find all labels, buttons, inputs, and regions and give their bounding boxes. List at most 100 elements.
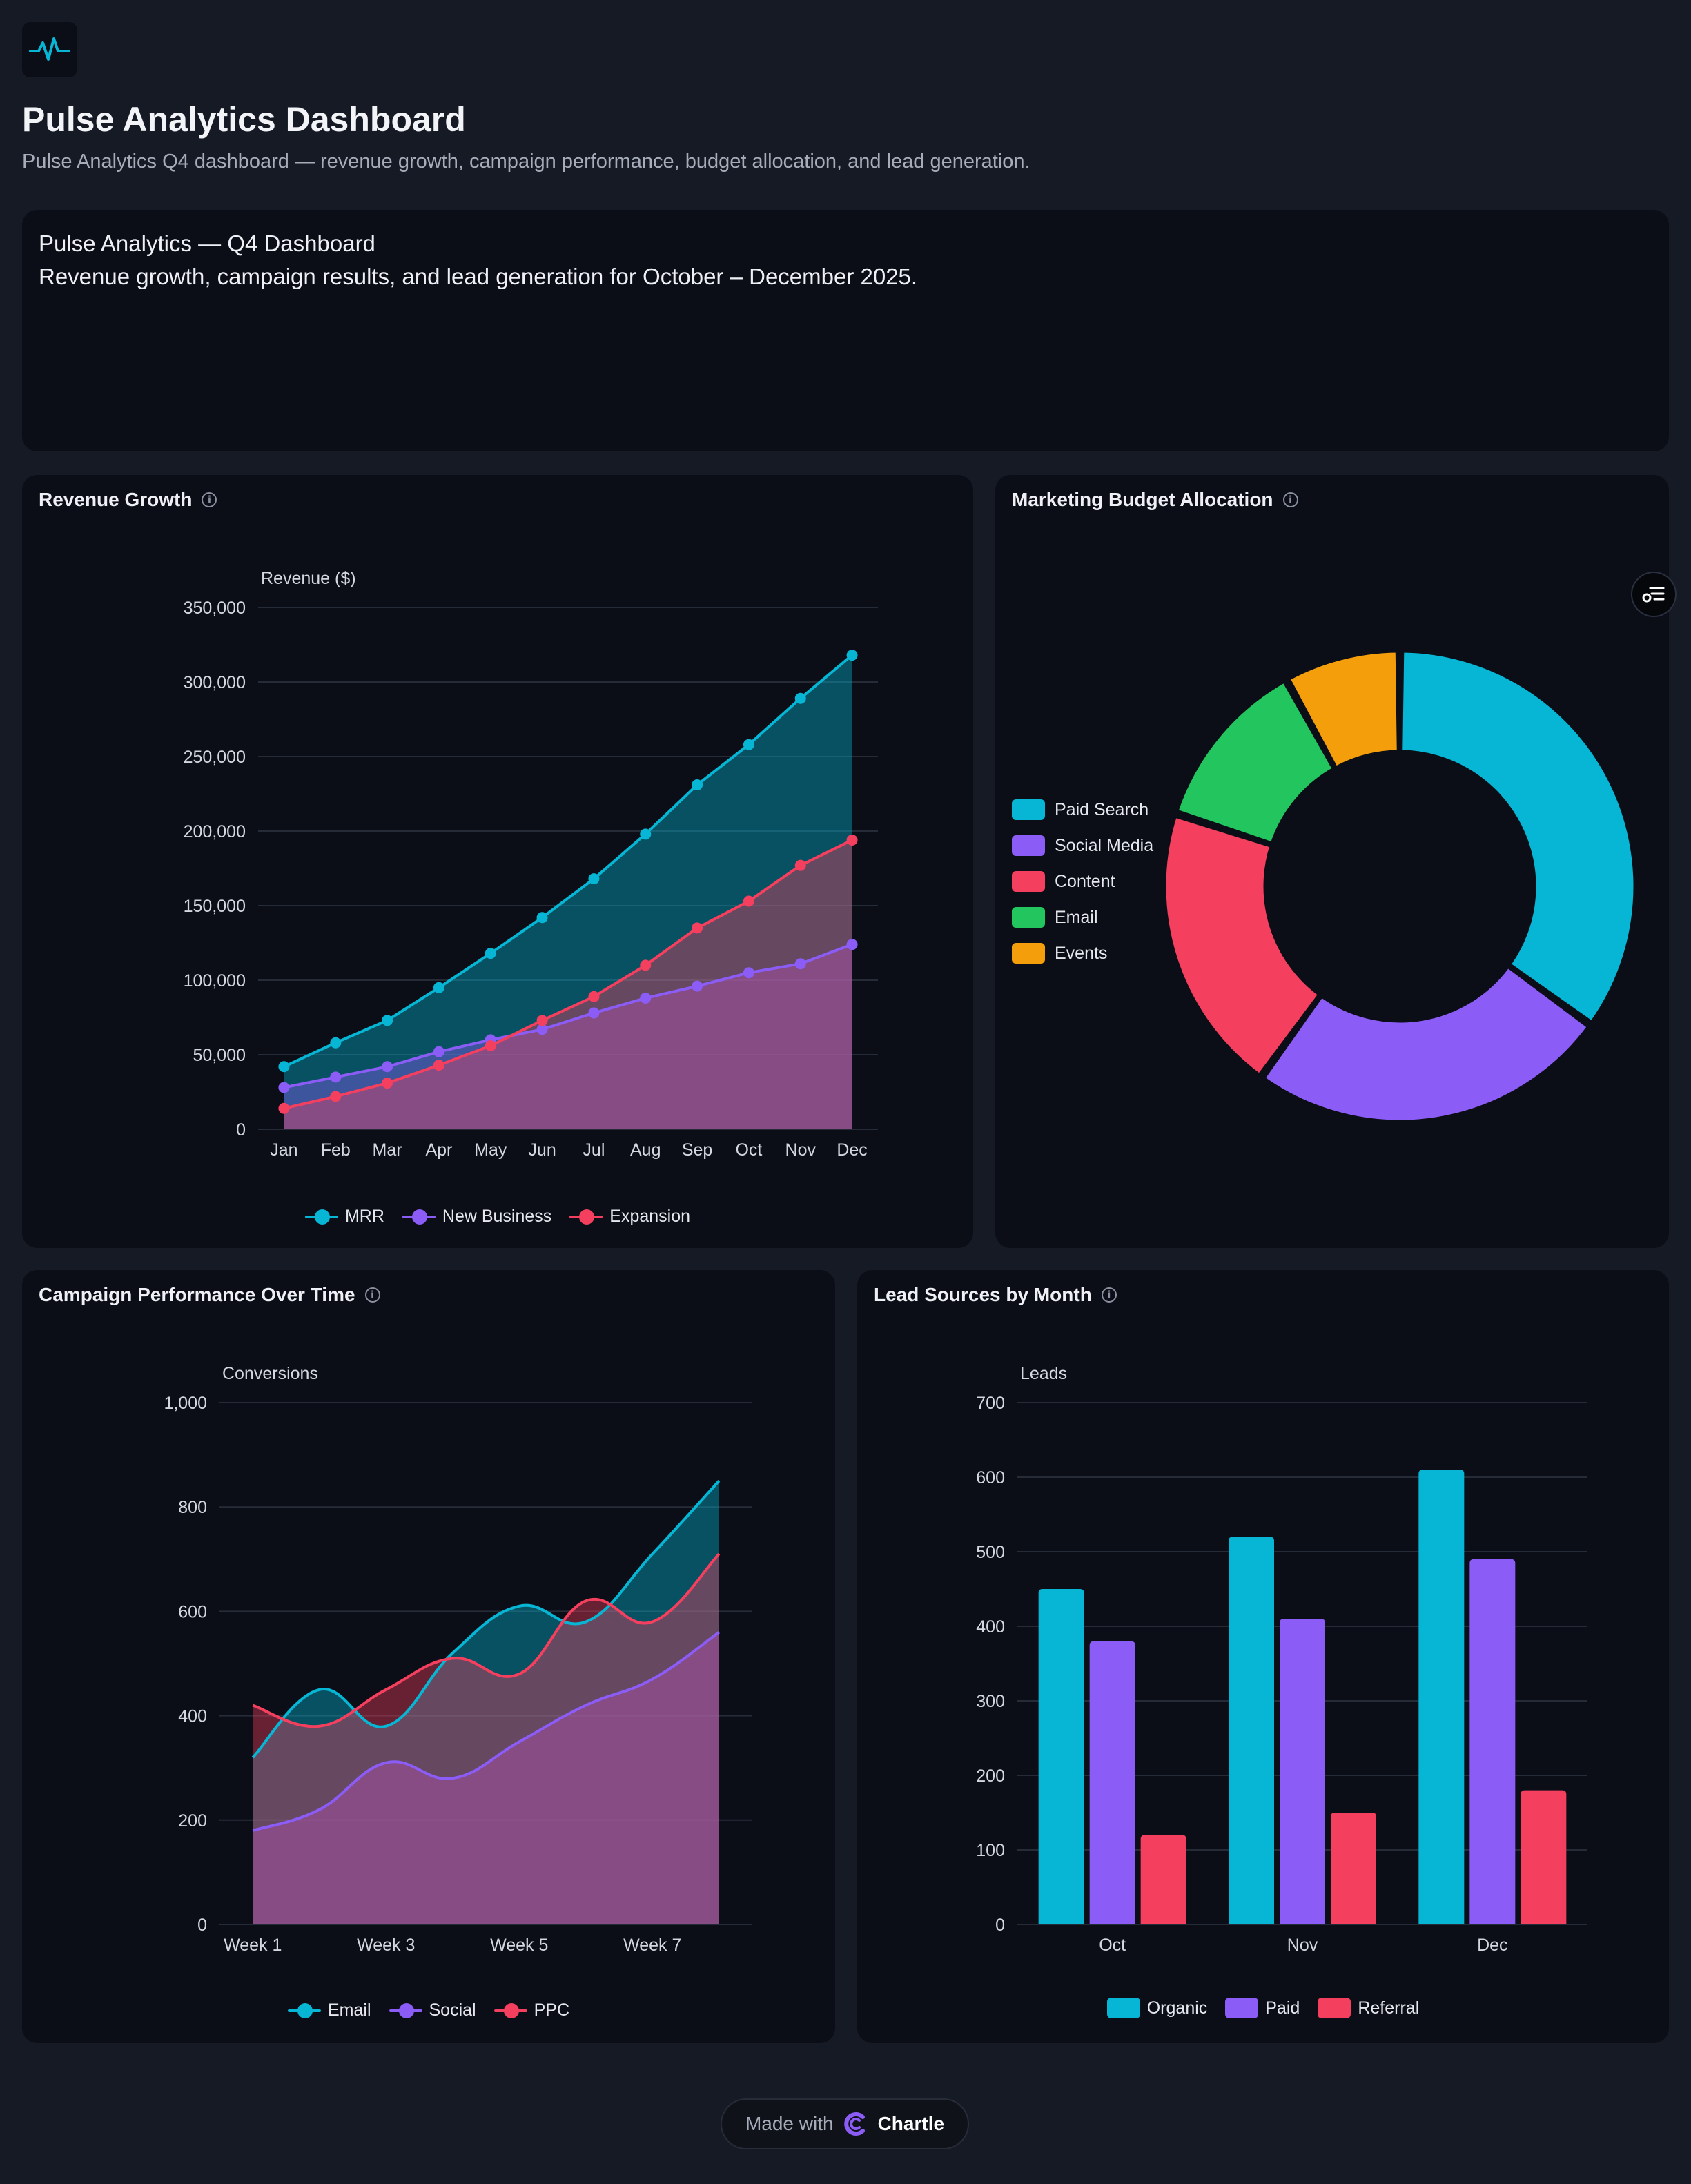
y-tick-label: 50,000	[193, 1046, 246, 1065]
data-point-mrr	[743, 739, 754, 750]
legend-item-events[interactable]: Events	[1012, 943, 1153, 964]
x-tick-label: Oct	[1099, 1936, 1126, 1955]
y-tick-label: 800	[178, 1498, 207, 1517]
info-icon[interactable]: i	[1101, 1287, 1117, 1303]
y-tick-label: 300,000	[184, 673, 246, 692]
bar-paid-oct	[1089, 1641, 1135, 1924]
page-subtitle: Pulse Analytics Q4 dashboard — revenue g…	[22, 150, 1030, 173]
series-line-expansion	[283, 839, 853, 1110]
y-tick-label: 100,000	[184, 971, 246, 991]
data-point-new-business	[794, 958, 806, 970]
chartle-logo-icon	[843, 2112, 865, 2136]
data-point-expansion	[278, 1102, 290, 1114]
legend-item-email[interactable]: Email	[287, 2000, 371, 2020]
legend-item-referral[interactable]: Referral	[1318, 1998, 1419, 2018]
budget-legend: Paid Search Social Media Content Email E…	[1012, 799, 1153, 964]
data-point-mrr	[692, 779, 703, 791]
data-point-mrr	[640, 828, 652, 840]
campaign-legend: Email Social PPC	[22, 2000, 835, 2020]
leads-chart: 0 100 200 300 400 500 600 700 Leads Oct Nov Dec	[976, 1364, 1587, 1955]
donut-slice-events	[1288, 650, 1399, 768]
legend-item-expansion[interactable]: Expansion	[569, 1207, 690, 1227]
y-tick-label: 700	[976, 1394, 1005, 1413]
x-tick-label: Nov	[1287, 1936, 1318, 1955]
bar-referral-oct	[1140, 1835, 1186, 1924]
budget-allocation-card: Marketing Budget Allocation i Paid Searc…	[995, 475, 1669, 1248]
data-point-expansion	[743, 895, 754, 907]
made-with-badge[interactable]: Made with Chartle	[721, 2098, 969, 2149]
data-point-new-business	[588, 1007, 600, 1019]
donut-slice-social-media	[1263, 966, 1589, 1122]
budget-chart-title: Marketing Budget Allocation	[1012, 489, 1273, 510]
legend-item-mrr[interactable]: MRR	[304, 1207, 384, 1227]
data-point-mrr	[588, 873, 600, 885]
y-axis-title: Conversions	[222, 1364, 318, 1383]
data-point-expansion	[640, 959, 652, 971]
data-point-mrr	[846, 650, 858, 661]
x-tick-label: Jun	[528, 1140, 556, 1160]
data-point-new-business	[640, 992, 652, 1004]
y-tick-label: 0	[197, 1915, 207, 1935]
x-tick-label: Dec	[1477, 1936, 1507, 1955]
y-tick-label: 200,000	[184, 822, 246, 841]
legend-item-email[interactable]: Email	[1012, 907, 1153, 928]
legend-item-social[interactable]: Social	[389, 2000, 476, 2020]
page-title: Pulse Analytics Dashboard	[22, 100, 466, 139]
data-point-new-business	[433, 1046, 444, 1057]
legend-item-content[interactable]: Content	[1012, 871, 1153, 892]
x-tick-label: Week 3	[357, 1936, 415, 1955]
series-area-social	[253, 1632, 719, 1924]
data-point-expansion	[485, 1040, 496, 1052]
y-tick-label: 400	[976, 1617, 1005, 1637]
settings-list-icon	[1642, 587, 1665, 603]
donut-slice-email	[1176, 681, 1334, 844]
data-point-new-business	[846, 939, 858, 950]
x-tick-label: Jul	[583, 1140, 605, 1160]
chart-settings-button[interactable]	[1631, 572, 1677, 617]
y-tick-label: 300	[976, 1692, 1005, 1711]
y-tick-label: 0	[995, 1915, 1005, 1935]
series-area-ppc	[253, 1554, 719, 1924]
legend-item-ppc[interactable]: PPC	[493, 2000, 569, 2020]
x-tick-label: May	[474, 1140, 507, 1160]
x-tick-label: Oct	[735, 1140, 762, 1160]
bar-paid-dec	[1469, 1559, 1516, 1924]
data-point-new-business	[382, 1061, 393, 1073]
data-point-expansion	[382, 1078, 393, 1089]
series-line-mrr	[283, 654, 853, 1069]
data-point-mrr	[330, 1037, 342, 1049]
legend-item-paid-search[interactable]: Paid Search	[1012, 799, 1153, 820]
data-point-expansion	[692, 922, 703, 934]
data-point-mrr	[536, 912, 548, 924]
revenue-chart-title: Revenue Growth	[39, 489, 193, 510]
series-line-email	[251, 1480, 721, 1759]
x-tick-label: Jan	[270, 1140, 297, 1160]
x-tick-label: Apr	[425, 1140, 452, 1160]
y-tick-label: 350,000	[184, 598, 246, 618]
leads-chart-title: Lead Sources by Month	[874, 1284, 1092, 1305]
info-icon[interactable]: i	[1282, 492, 1298, 507]
legend-item-social-media[interactable]: Social Media	[1012, 835, 1153, 856]
y-tick-label: 1,000	[164, 1394, 207, 1413]
data-point-new-business	[330, 1071, 342, 1083]
data-point-expansion	[536, 1015, 548, 1026]
x-tick-label: Feb	[321, 1140, 351, 1160]
bar-organic-dec	[1418, 1470, 1465, 1924]
data-point-expansion	[846, 834, 858, 846]
series-area-expansion	[284, 839, 852, 1129]
campaign-chart: 0 200 400 600 800 1,000 Conversions Week 1 Week …	[164, 1364, 752, 1955]
legend-item-organic[interactable]: Organic	[1106, 1998, 1207, 2018]
data-point-expansion	[794, 859, 806, 871]
x-tick-label: Dec	[837, 1140, 867, 1160]
data-point-new-business	[278, 1082, 290, 1093]
series-line-social	[252, 1631, 720, 1832]
legend-item-paid[interactable]: Paid	[1225, 1998, 1300, 2018]
intro-description: Revenue growth, campaign results, and le…	[39, 264, 918, 289]
legend-item-new-business[interactable]: New Business	[402, 1207, 551, 1227]
y-tick-label: 150,000	[184, 897, 246, 916]
data-point-new-business	[692, 980, 703, 992]
y-tick-label: 250,000	[184, 748, 246, 767]
info-icon[interactable]: i	[202, 492, 217, 507]
data-point-expansion	[588, 991, 600, 1002]
info-icon[interactable]: i	[364, 1287, 380, 1303]
